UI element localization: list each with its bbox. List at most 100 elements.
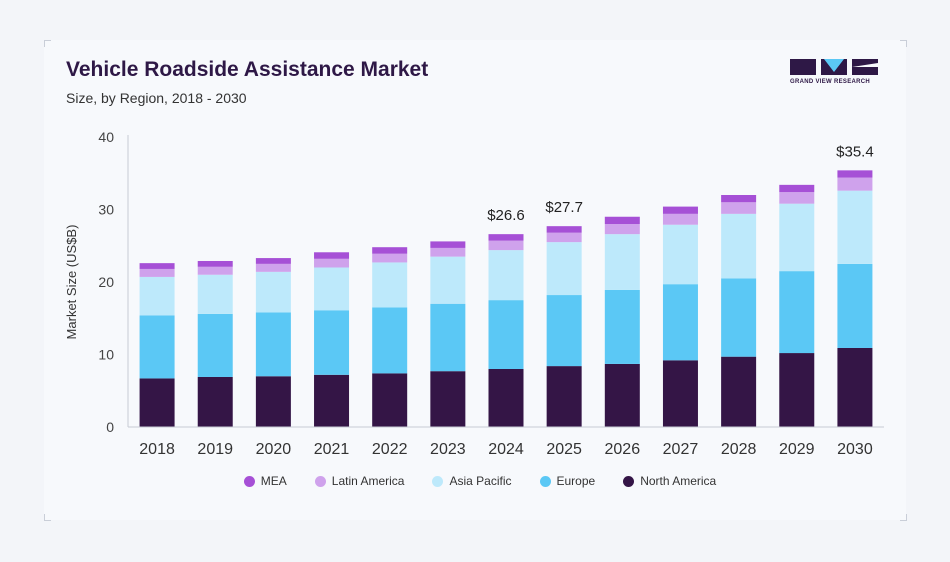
bar-segment (488, 234, 524, 241)
legend-item: Latin America (314, 474, 404, 488)
legend-swatch-icon (539, 475, 551, 487)
bar-segment (255, 258, 291, 264)
bar-segment (314, 374, 350, 427)
bar-segment (837, 177, 873, 191)
bar-segment (372, 373, 408, 427)
bar-segment (255, 263, 291, 272)
bar-segment (779, 271, 815, 354)
bar-segment (546, 295, 582, 367)
bar-segment (721, 356, 757, 427)
card-corner (44, 40, 51, 47)
bar-segment (139, 378, 175, 427)
chart-title: Vehicle Roadside Assistance Market (66, 58, 429, 81)
x-tick-label: 2026 (605, 441, 641, 458)
x-tick-label: 2025 (546, 441, 582, 458)
bar-segment (197, 266, 233, 275)
bar-segment (721, 202, 757, 214)
bar-segment (197, 274, 233, 314)
bar-segment (488, 240, 524, 251)
legend-swatch-icon (623, 475, 635, 487)
legend-label: MEA (260, 474, 287, 488)
bar-segment (255, 312, 291, 377)
brand-logo-icon (790, 59, 878, 75)
bar-segment (372, 247, 408, 254)
bar-segment (721, 278, 757, 357)
bar-segment (837, 263, 873, 348)
x-tick-label: 2030 (837, 441, 873, 458)
annotation-group: $26.6 $27.7 $35.4 (487, 143, 873, 224)
bar-total-label: $26.6 (487, 207, 525, 224)
legend-swatch-icon (432, 475, 444, 487)
bar-segment (837, 170, 873, 178)
chart-card (44, 40, 906, 520)
bar-segment (314, 258, 350, 268)
y-tick-label: 0 (106, 419, 114, 435)
bar-segment (837, 347, 873, 427)
y-tick-label: 40 (98, 129, 114, 145)
card-corner (900, 514, 907, 521)
legend-item: Asia Pacific (432, 474, 512, 488)
bar-segment (779, 353, 815, 427)
bar-segment (197, 376, 233, 427)
x-tick-label: 2023 (430, 441, 466, 458)
bar-segment (139, 268, 175, 277)
bar-segment (604, 363, 640, 427)
bar-segment (488, 250, 524, 301)
bar-segment (255, 271, 291, 313)
bar-segment (372, 253, 408, 263)
bar-segment (604, 234, 640, 290)
bar-segment (139, 276, 175, 316)
legend-label: Asia Pacific (449, 474, 512, 488)
chart-subtitle: Size, by Region, 2018 - 2030 (66, 90, 247, 106)
bar-segment (779, 184, 815, 193)
x-tick-label: 2028 (721, 441, 757, 458)
bar-segment (488, 369, 524, 427)
y-tick-label: 20 (98, 274, 114, 290)
bar-segment (662, 213, 698, 225)
x-tick-label: 2029 (779, 441, 815, 458)
card-corner (900, 40, 907, 47)
legend-item: North America (623, 474, 716, 488)
bar-segment (779, 203, 815, 272)
bar-segment (662, 224, 698, 285)
bar-segment (721, 195, 757, 203)
bar-segment (604, 216, 640, 224)
brand-logo-text: GRAND VIEW RESEARCH (790, 79, 871, 85)
bar-segment (837, 190, 873, 264)
bar-segment (430, 303, 466, 372)
bar-segment (546, 232, 582, 243)
bar-segment (721, 213, 757, 279)
bar-segment (139, 263, 175, 269)
bar-segment (662, 206, 698, 214)
bar-segment (314, 252, 350, 259)
legend-item: MEA (243, 474, 287, 488)
bar-segment (546, 242, 582, 296)
legend-item: Europe (539, 474, 596, 488)
bar-segment (662, 284, 698, 361)
bar-segment (488, 300, 524, 370)
bar-segment (139, 315, 175, 379)
bar-segment (197, 313, 233, 377)
chart-legend: MEA Latin America Asia Pacific Europe North … (0, 474, 950, 488)
legend-label: North America (640, 474, 717, 488)
bar-segment (604, 224, 640, 235)
bar-group (139, 170, 873, 427)
x-tick-label: 2022 (372, 441, 408, 458)
bar-segment (430, 371, 466, 427)
x-tick-label: 2018 (139, 441, 175, 458)
bar-total-label: $27.7 (545, 199, 583, 216)
x-tick-label: 2021 (314, 441, 350, 458)
bar-segment (430, 241, 466, 248)
legend-label: Europe (556, 474, 596, 488)
legend-swatch-icon (314, 475, 326, 487)
bar-segment (314, 267, 350, 311)
bar-segment (372, 307, 408, 374)
x-tick-label: 2024 (488, 441, 524, 458)
bar-segment (430, 256, 466, 304)
bar-segment (662, 360, 698, 427)
x-tick-label: 2019 (197, 441, 233, 458)
bar-segment (197, 260, 233, 267)
x-tick-label: 2027 (663, 441, 699, 458)
y-axis-label: Market Size (US$B) (64, 225, 79, 340)
